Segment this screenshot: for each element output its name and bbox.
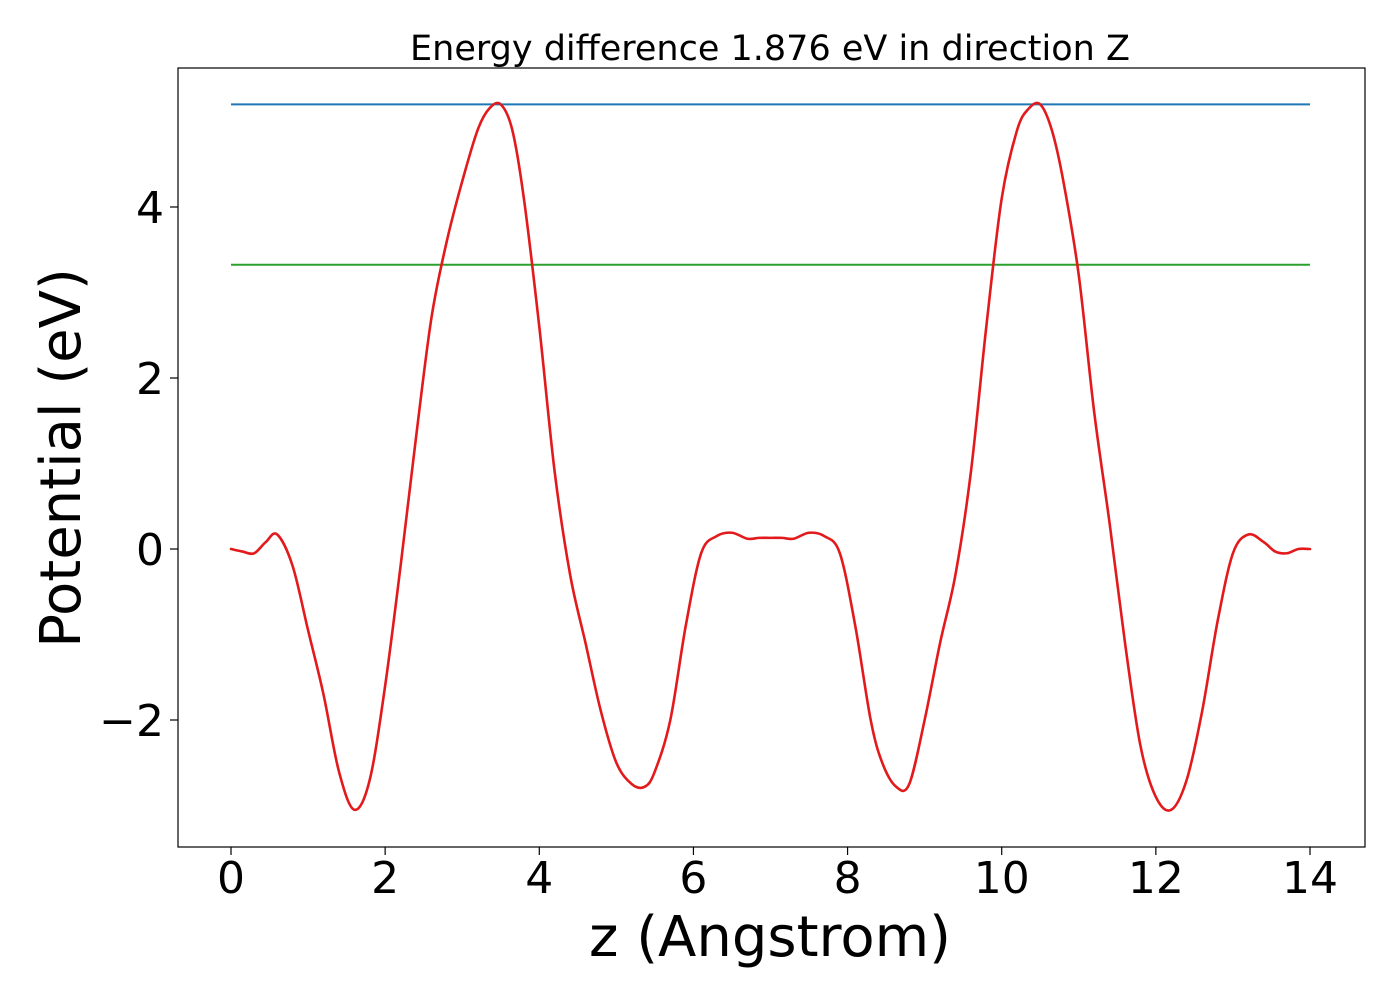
x-tick-label: 4 bbox=[525, 853, 553, 904]
potential-curve bbox=[229, 101, 1312, 812]
chart-title: Energy difference 1.876 eV in direction … bbox=[410, 29, 1130, 69]
x-tick-label: 6 bbox=[679, 853, 707, 904]
axes-frame bbox=[177, 67, 1366, 848]
y-axis-ticks: −2 0 2 4 bbox=[99, 183, 178, 747]
x-tick-label: 2 bbox=[371, 853, 399, 904]
y-tick-label: 0 bbox=[136, 525, 164, 576]
x-tick-label: 14 bbox=[1282, 853, 1338, 904]
x-tick-label: 12 bbox=[1128, 853, 1184, 904]
x-tick-label: 8 bbox=[834, 853, 862, 904]
y-tick-label: −2 bbox=[99, 696, 164, 747]
plot-area bbox=[229, 101, 1312, 812]
x-axis-ticks: 0 2 4 6 8 10 12 14 bbox=[217, 847, 1338, 904]
x-axis-label: z (Angstrom) bbox=[589, 905, 951, 970]
y-tick-label: 2 bbox=[136, 354, 164, 405]
y-axis-label: Potential (eV) bbox=[29, 268, 94, 648]
y-tick-label: 4 bbox=[136, 183, 164, 234]
x-tick-label: 10 bbox=[974, 853, 1030, 904]
x-tick-label: 0 bbox=[217, 853, 245, 904]
